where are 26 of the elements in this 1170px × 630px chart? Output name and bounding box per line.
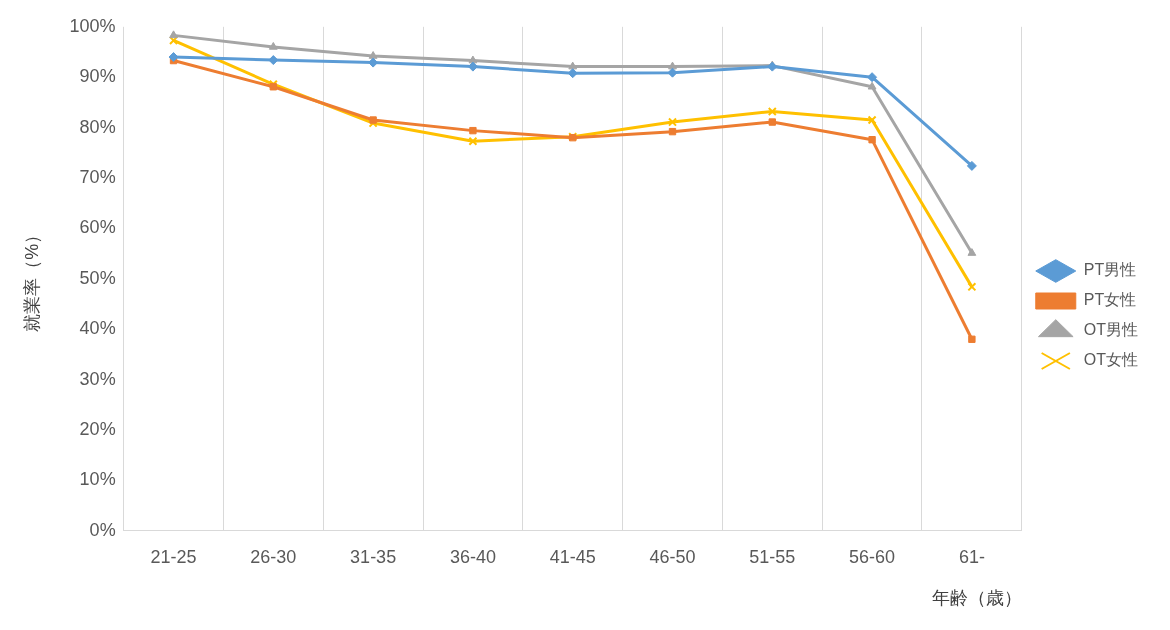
x-tick-label: 61- bbox=[958, 546, 985, 567]
y-tick-label: 50% bbox=[79, 267, 116, 288]
x-tick-label: 21-25 bbox=[150, 546, 197, 567]
x-tick-label: 51-55 bbox=[749, 546, 796, 567]
y-tick-label: 100% bbox=[69, 15, 116, 36]
legend-label: OT女性 bbox=[1083, 351, 1138, 369]
legend-label: PT女性 bbox=[1083, 291, 1137, 309]
x-tick-label: 31-35 bbox=[350, 546, 397, 567]
y-tick-label: 30% bbox=[79, 368, 116, 389]
y-tick-label: 90% bbox=[79, 66, 116, 87]
x-tick-label: 56-60 bbox=[849, 546, 896, 567]
y-tick-label: 40% bbox=[79, 318, 116, 339]
legend-label: OT男性 bbox=[1083, 321, 1138, 339]
y-tick-label: 0% bbox=[89, 519, 116, 540]
x-tick-label: 41-45 bbox=[549, 546, 596, 567]
y-tick-label: 80% bbox=[79, 116, 116, 137]
x-tick-label: 26-30 bbox=[250, 546, 297, 567]
legend-label: PT男性 bbox=[1083, 261, 1137, 279]
y-tick-label: 10% bbox=[79, 469, 116, 490]
y-tick-label: 60% bbox=[79, 217, 116, 238]
x-tick-label: 46-50 bbox=[649, 546, 696, 567]
x-tick-label: 36-40 bbox=[449, 546, 496, 567]
y-tick-label: 20% bbox=[79, 418, 116, 439]
y-tick-label: 70% bbox=[79, 166, 116, 187]
y-axis-title: 就業率（%） bbox=[21, 225, 42, 332]
x-axis-title: 年齢（歳） bbox=[931, 588, 1022, 609]
